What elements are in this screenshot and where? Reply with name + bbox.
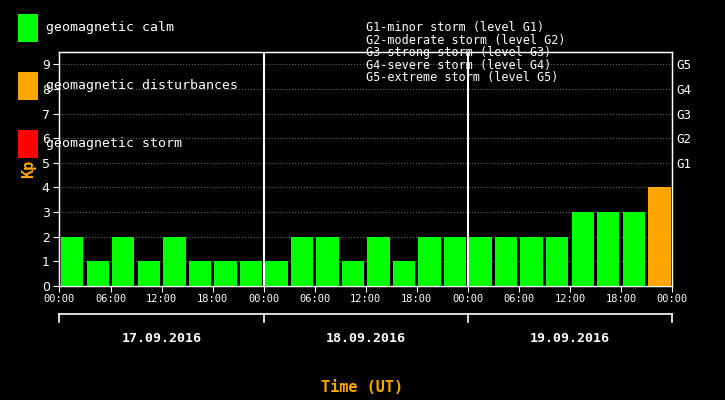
- Bar: [444, 237, 466, 286]
- Bar: [265, 261, 288, 286]
- Bar: [495, 237, 518, 286]
- Text: 18.09.2016: 18.09.2016: [326, 332, 406, 344]
- Bar: [163, 237, 186, 286]
- Bar: [623, 212, 645, 286]
- Text: G4-severe storm (level G4): G4-severe storm (level G4): [366, 59, 552, 72]
- Text: geomagnetic calm: geomagnetic calm: [46, 22, 174, 34]
- Bar: [214, 261, 236, 286]
- Text: G1-minor storm (level G1): G1-minor storm (level G1): [366, 22, 544, 34]
- Text: Time (UT): Time (UT): [321, 380, 404, 396]
- Bar: [418, 237, 441, 286]
- Bar: [240, 261, 262, 286]
- Bar: [368, 237, 390, 286]
- Bar: [138, 261, 160, 286]
- Bar: [291, 237, 313, 286]
- Bar: [112, 237, 135, 286]
- Text: geomagnetic disturbances: geomagnetic disturbances: [46, 80, 238, 92]
- Bar: [188, 261, 211, 286]
- Text: G3-strong storm (level G3): G3-strong storm (level G3): [366, 46, 552, 59]
- Bar: [316, 237, 339, 286]
- Text: G5-extreme storm (level G5): G5-extreme storm (level G5): [366, 71, 558, 84]
- Bar: [469, 237, 492, 286]
- Bar: [393, 261, 415, 286]
- Text: 17.09.2016: 17.09.2016: [122, 332, 202, 344]
- Bar: [597, 212, 619, 286]
- Bar: [341, 261, 364, 286]
- Y-axis label: Kp: Kp: [21, 160, 36, 178]
- Bar: [571, 212, 594, 286]
- Bar: [86, 261, 109, 286]
- Bar: [61, 237, 83, 286]
- Bar: [648, 188, 671, 286]
- Text: geomagnetic storm: geomagnetic storm: [46, 138, 182, 150]
- Bar: [546, 237, 568, 286]
- Text: G2-moderate storm (level G2): G2-moderate storm (level G2): [366, 34, 566, 47]
- Bar: [521, 237, 543, 286]
- Text: 19.09.2016: 19.09.2016: [530, 332, 610, 344]
